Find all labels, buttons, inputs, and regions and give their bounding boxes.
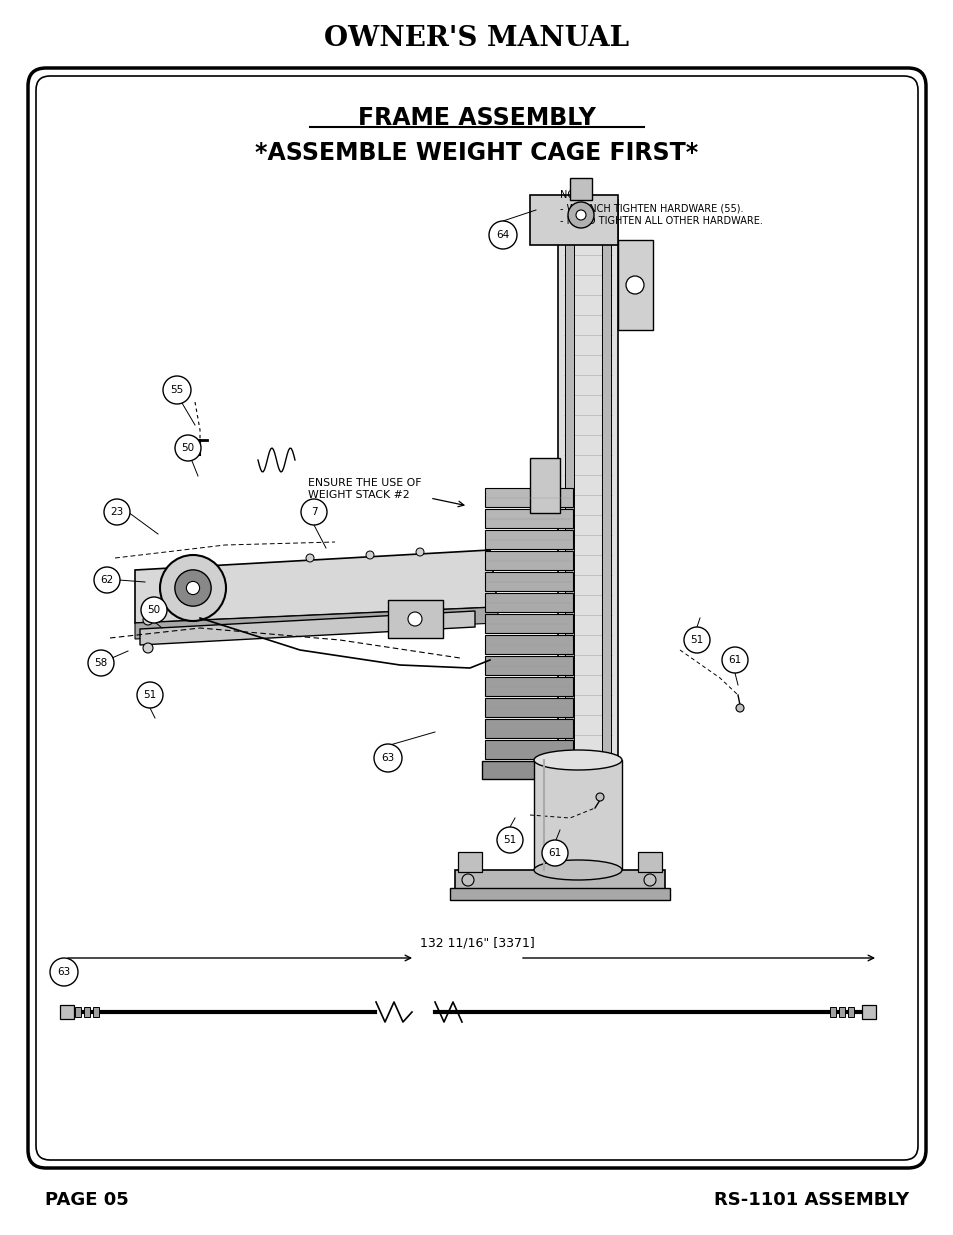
Text: NOTE:: NOTE: [559,190,590,200]
Circle shape [567,203,594,228]
Circle shape [541,840,567,866]
Circle shape [88,650,113,676]
Bar [534,760,621,869]
Text: 51: 51 [690,635,703,645]
Circle shape [137,682,163,708]
Bar [838,1007,844,1016]
Bar [481,761,576,779]
Polygon shape [135,606,497,638]
Circle shape [497,827,522,853]
Text: PAGE 05: PAGE 05 [45,1191,129,1209]
Bar [75,1007,81,1016]
Circle shape [489,221,517,249]
Text: - WRENCH TIGHTEN HARDWARE (55).: - WRENCH TIGHTEN HARDWARE (55). [559,203,742,212]
Circle shape [683,627,709,653]
Circle shape [94,567,120,593]
Bar [484,740,573,760]
Bar [847,1007,853,1016]
Circle shape [160,555,226,621]
Circle shape [596,793,603,802]
Bar [484,530,573,550]
Circle shape [721,647,747,673]
Text: 63: 63 [381,753,395,763]
Text: - HAND TIGHTEN ALL OTHER HARDWARE.: - HAND TIGHTEN ALL OTHER HARDWARE. [559,216,762,226]
Bar [484,719,573,739]
Circle shape [416,548,423,556]
Bar [484,488,573,508]
Bar [484,635,573,655]
Text: ENSURE THE USE OF
WEIGHT STACK #2: ENSURE THE USE OF WEIGHT STACK #2 [308,478,421,500]
Circle shape [50,958,78,986]
Text: 50: 50 [148,605,160,615]
Polygon shape [140,611,475,645]
Bar [92,1007,99,1016]
Bar [638,852,661,872]
Circle shape [143,643,152,653]
Text: RS-1101 ASSEMBLY: RS-1101 ASSEMBLY [713,1191,908,1209]
Bar [569,178,592,200]
Bar [530,195,618,245]
Bar [457,852,481,872]
Bar [484,677,573,697]
Text: FRAME ASSEMBLY: FRAME ASSEMBLY [357,106,596,130]
Circle shape [461,874,474,885]
Bar [564,205,574,835]
Circle shape [643,874,656,885]
Bar [862,1005,875,1019]
Bar [60,1005,74,1019]
Circle shape [374,743,401,772]
Bar [484,698,573,718]
Circle shape [143,615,152,625]
FancyBboxPatch shape [28,68,925,1168]
Bar [484,572,573,592]
Circle shape [141,597,167,622]
Text: 61: 61 [727,655,740,664]
Circle shape [174,435,201,461]
Bar [484,593,573,613]
Text: 7: 7 [311,508,317,517]
Bar [558,200,618,840]
Text: 23: 23 [111,508,124,517]
Text: OWNER'S MANUAL: OWNER'S MANUAL [324,25,629,52]
Circle shape [625,275,643,294]
Text: 132 11/16" [3371]: 132 11/16" [3371] [419,936,534,950]
Bar [84,1007,90,1016]
Polygon shape [135,550,497,622]
Circle shape [366,551,374,559]
Bar [484,509,573,529]
Circle shape [576,210,585,220]
Circle shape [104,499,130,525]
Circle shape [735,704,743,713]
Ellipse shape [534,860,621,881]
Bar [388,600,442,638]
Bar [601,205,610,835]
Text: 63: 63 [57,967,71,977]
Bar [530,458,559,513]
Circle shape [174,569,211,606]
Circle shape [301,499,327,525]
Text: 61: 61 [548,848,561,858]
Bar [484,656,573,676]
Text: 55: 55 [171,385,183,395]
Circle shape [163,375,191,404]
Bar [450,888,669,900]
Bar [484,614,573,634]
Bar [455,869,664,890]
Text: *ASSEMBLE WEIGHT CAGE FIRST*: *ASSEMBLE WEIGHT CAGE FIRST* [255,141,698,165]
Bar [618,240,652,330]
Circle shape [408,613,421,626]
Text: 62: 62 [100,576,113,585]
FancyBboxPatch shape [36,77,917,1160]
Circle shape [306,555,314,562]
Bar [829,1007,835,1016]
Text: 58: 58 [94,658,108,668]
Bar [484,551,573,571]
Circle shape [186,582,199,594]
Ellipse shape [534,750,621,769]
Text: 50: 50 [181,443,194,453]
Text: 51: 51 [503,835,517,845]
Text: 64: 64 [496,230,509,240]
Text: 51: 51 [143,690,156,700]
